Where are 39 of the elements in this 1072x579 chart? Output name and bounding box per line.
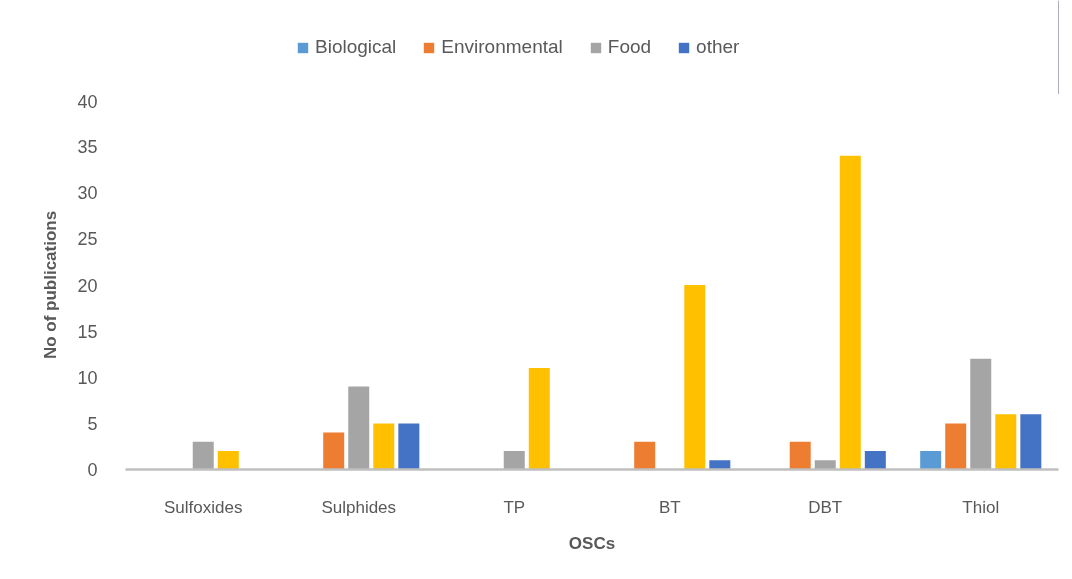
legend-label: other [696, 36, 740, 58]
x-tick-label: DBT [808, 497, 843, 517]
legend-label: Environmental [441, 36, 563, 58]
bar [995, 414, 1017, 470]
x-tick-label: Sulphides [321, 497, 397, 517]
bar [192, 441, 214, 470]
y-tick-label: 5 [87, 413, 98, 434]
bar [864, 451, 886, 470]
y-tick-label: 20 [77, 275, 98, 296]
y-axis-title: No of publications [41, 210, 61, 360]
y-tick-label: 10 [77, 367, 98, 388]
bar [323, 432, 345, 470]
y-tick-label: 35 [77, 137, 98, 158]
x-tick-label: BT [658, 497, 681, 517]
y-tick-label: 30 [77, 183, 98, 204]
bar [1020, 414, 1042, 470]
bar [945, 423, 967, 470]
y-tick-label: 25 [77, 229, 98, 250]
bar [920, 451, 942, 470]
bar [348, 386, 370, 470]
x-tick-label: TP [503, 497, 526, 517]
y-tick-label: 40 [77, 91, 98, 112]
bar [684, 285, 706, 470]
bar [839, 155, 861, 470]
legend-label: Food [607, 36, 652, 58]
x-tick-label: Sulfoxides [164, 497, 243, 517]
y-tick-label: 15 [77, 321, 98, 342]
bar [634, 441, 656, 470]
bar [217, 451, 239, 470]
x-tick-label: Thiol [962, 497, 1000, 517]
legend-label: Biological [315, 36, 397, 58]
bar [970, 358, 992, 470]
bar [398, 423, 420, 470]
x-axis-title: OSCs [568, 533, 616, 553]
bar [503, 451, 525, 470]
bar [528, 368, 550, 470]
bar [373, 423, 395, 470]
bar [789, 441, 811, 470]
y-tick-label: 0 [87, 460, 98, 480]
